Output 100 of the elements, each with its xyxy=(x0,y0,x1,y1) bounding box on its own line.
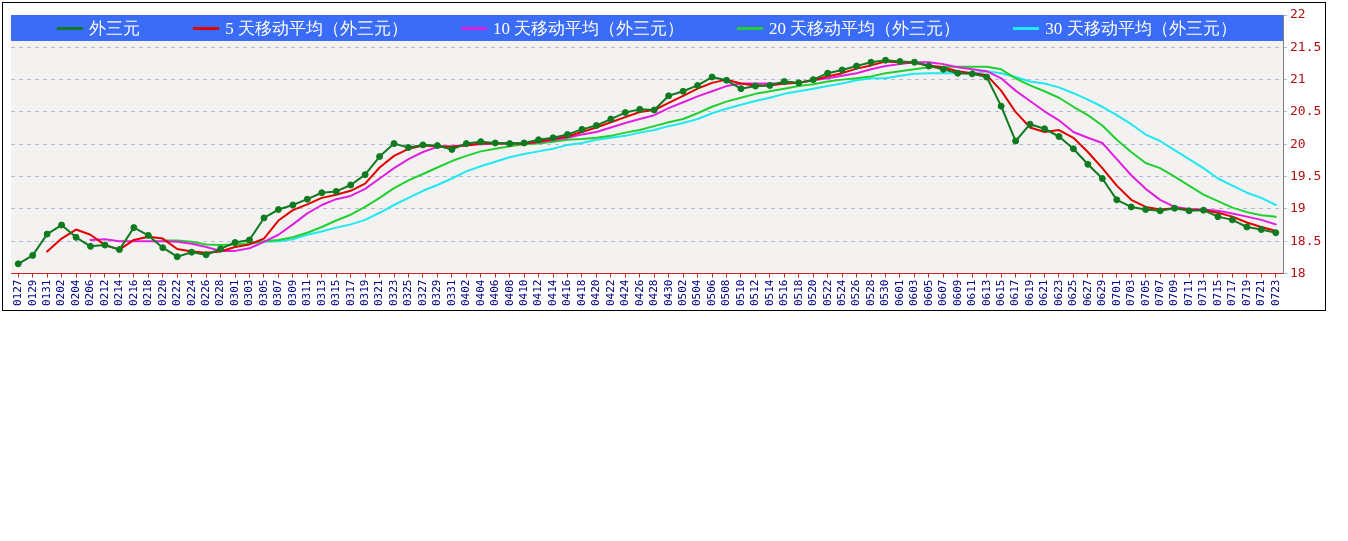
x-tick-label: 0418 xyxy=(574,279,588,307)
x-tick-label: 0220 xyxy=(155,279,169,307)
x-tick-label: 0422 xyxy=(603,279,617,307)
x-tick-label: 0613 xyxy=(979,279,993,307)
x-tick-label: 0424 xyxy=(618,279,632,307)
x-tick-label: 0228 xyxy=(213,279,227,307)
y-tick-label: 20.5 xyxy=(1290,103,1322,119)
x-tick-label: 0721 xyxy=(1254,279,1268,307)
x-tick-label: 0222 xyxy=(170,279,184,307)
x-tick-label: 0504 xyxy=(690,279,704,307)
x-tick-label: 0715 xyxy=(1210,279,1224,307)
x-tick-label: 0617 xyxy=(1008,279,1022,307)
y-tick-label: 22 xyxy=(1290,6,1306,22)
x-tick-label: 0530 xyxy=(878,279,892,307)
x-tick-label: 0629 xyxy=(1095,279,1109,307)
y-tick-label: 19.5 xyxy=(1290,167,1322,183)
legend-label: 20 天移动平均（外三元） xyxy=(769,17,961,40)
x-tick-label: 0705 xyxy=(1138,279,1152,307)
x-tick-label: 0307 xyxy=(271,279,285,307)
y-tick-label: 18.5 xyxy=(1290,232,1322,248)
x-tick-label: 0313 xyxy=(314,279,328,307)
x-tick-label: 0709 xyxy=(1167,279,1181,307)
y-tick-label: 18 xyxy=(1290,264,1306,280)
x-tick-label: 0311 xyxy=(300,279,314,307)
legend-label: 30 天移动平均（外三元） xyxy=(1045,17,1237,40)
x-tick-label: 0426 xyxy=(632,279,646,307)
x-tick-label: 0428 xyxy=(647,279,661,307)
x-tick-label: 0218 xyxy=(141,279,155,307)
x-tick-label: 0327 xyxy=(415,279,429,307)
x-tick-label: 0601 xyxy=(892,279,906,307)
x-tick-label: 0619 xyxy=(1022,279,1036,307)
x-tick-label: 0406 xyxy=(488,279,502,307)
x-tick-label: 0506 xyxy=(704,279,718,307)
y-tick-label: 21 xyxy=(1290,71,1306,86)
x-tick-label: 0528 xyxy=(863,279,877,307)
x-tick-label: 0516 xyxy=(777,279,791,307)
x-tick-label: 0502 xyxy=(676,279,689,307)
x-tick-label: 0623 xyxy=(1051,279,1065,307)
x-tick-label: 0520 xyxy=(806,279,820,307)
x-tick-label: 0603 xyxy=(907,279,921,307)
x-tick-label: 0212 xyxy=(97,279,111,307)
x-tick-label: 0605 xyxy=(921,279,935,307)
x-tick-label: 0518 xyxy=(791,279,805,307)
x-tick-label: 0703 xyxy=(1124,279,1138,307)
x-tick-label: 0512 xyxy=(748,279,762,307)
x-tick-label: 0717 xyxy=(1225,279,1239,307)
x-tick-label: 0707 xyxy=(1153,279,1166,307)
x-tick-label: 0301 xyxy=(227,279,241,307)
x-tick-label: 0206 xyxy=(83,279,97,307)
x-tick-label: 0323 xyxy=(386,279,400,307)
x-tick-label: 0711 xyxy=(1181,279,1195,307)
x-tick-label: 0615 xyxy=(994,279,1007,307)
y-tick-label: 20 xyxy=(1290,135,1306,151)
x-tick-label: 0723 xyxy=(1268,279,1282,307)
x-tick-label: 0131 xyxy=(40,279,53,307)
legend-label: 10 天移动平均（外三元） xyxy=(492,17,685,40)
x-tick-label: 0514 xyxy=(762,279,776,307)
x-tick-label: 0430 xyxy=(661,279,675,307)
x-tick-label: 0609 xyxy=(950,279,964,307)
x-tick-label: 0627 xyxy=(1080,279,1094,307)
x-tick-label: 0329 xyxy=(430,279,444,307)
x-tick-label: 0611 xyxy=(965,279,979,307)
x-tick-label: 0315 xyxy=(329,279,343,307)
x-tick-label: 0719 xyxy=(1239,279,1253,307)
x-tick-label: 0412 xyxy=(531,279,545,307)
x-tick-label: 0321 xyxy=(372,279,386,307)
x-tick-label: 0317 xyxy=(343,279,357,307)
x-tick-label: 0129 xyxy=(25,279,39,307)
x-tick-label: 0625 xyxy=(1066,279,1080,307)
y-tick-label: 19 xyxy=(1290,200,1306,216)
x-tick-label: 0524 xyxy=(835,279,848,307)
x-tick-label: 0214 xyxy=(112,279,126,307)
x-tick-label: 0331 xyxy=(444,279,458,307)
x-tick-label: 0224 xyxy=(184,279,198,307)
x-tick-label: 0408 xyxy=(502,279,516,307)
x-tick-label: 0216 xyxy=(126,279,140,307)
x-tick-label: 0713 xyxy=(1196,279,1210,307)
x-tick-label: 0416 xyxy=(560,279,574,307)
x-tick-label: 0303 xyxy=(242,279,256,307)
x-tick-label: 0309 xyxy=(285,279,299,307)
x-tick-label: 0402 xyxy=(459,279,473,307)
x-tick-label: 0404 xyxy=(473,279,487,307)
x-tick-label: 0420 xyxy=(589,279,603,307)
y-tick-label: 21.5 xyxy=(1290,38,1322,54)
x-tick-label: 0127 xyxy=(11,279,25,307)
x-tick-label: 0410 xyxy=(517,279,530,307)
x-tick-label: 0325 xyxy=(401,279,415,307)
x-tick-label: 0607 xyxy=(936,279,950,307)
x-tick-label: 0526 xyxy=(849,279,863,307)
x-tick-label: 0414 xyxy=(545,279,559,307)
x-tick-label: 0204 xyxy=(68,279,82,307)
x-tick-label: 0508 xyxy=(719,279,733,307)
x-tick-label: 0510 xyxy=(733,279,747,307)
x-tick-label: 0522 xyxy=(820,279,834,307)
x-tick-label: 0305 xyxy=(256,279,270,307)
x-tick-label: 0701 xyxy=(1109,279,1123,307)
x-tick-label: 0319 xyxy=(358,279,371,307)
x-tick-label: 0202 xyxy=(54,279,68,307)
legend-label: 外三元 xyxy=(89,17,141,40)
x-tick-label: 0621 xyxy=(1037,279,1051,307)
